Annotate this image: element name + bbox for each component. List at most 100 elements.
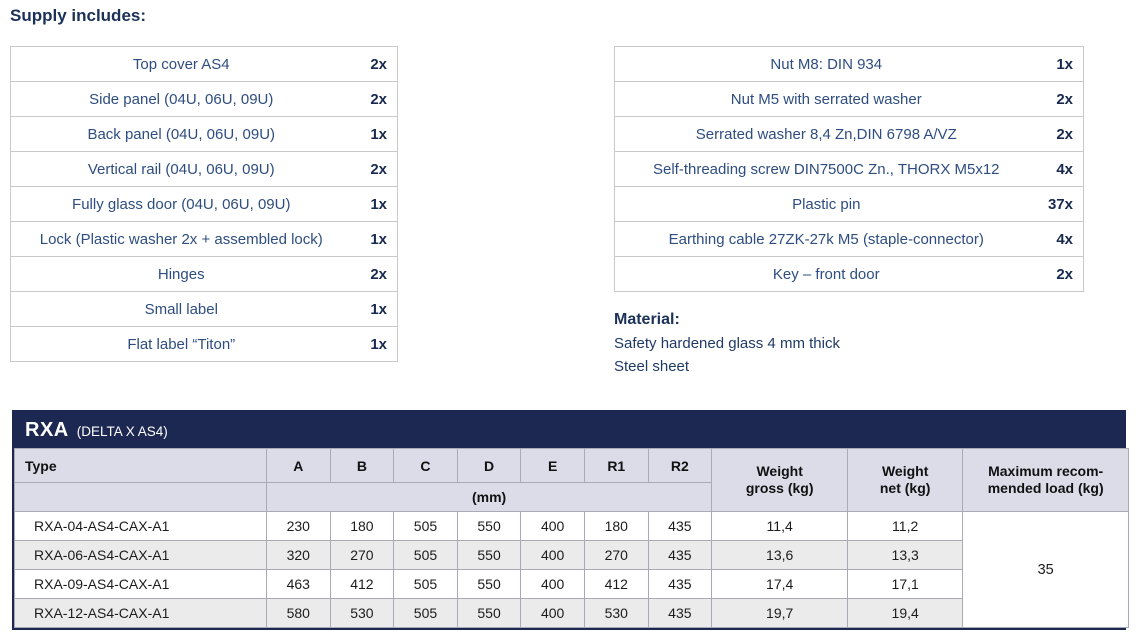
- supply-row: Small label 1x: [10, 291, 398, 327]
- supply-table-left: Top cover AS4 2x Side panel (04U, 06U, 09U…: [10, 46, 398, 362]
- spec-unit-label: (mm): [265, 482, 713, 512]
- spec-cell-value: 412: [583, 569, 649, 599]
- spec-row: RXA-09-AS4-CAX-A1 463 412 505 550 400 412 435 17…: [14, 569, 1129, 599]
- spec-cell-value: 19,7: [711, 598, 849, 628]
- supply-qty-value: 37x: [1037, 186, 1084, 222]
- supply-row: Flat label “Titon” 1x: [10, 326, 398, 362]
- spec-col-weight-net: Weight net (kg): [847, 448, 964, 512]
- supply-table-right: Nut M8: DIN 934 1x Nut M5 with serrated wa…: [614, 46, 1084, 292]
- spec-col-c: C: [393, 448, 458, 483]
- supply-item-label: Vertical rail (04U, 06U, 09U): [10, 151, 352, 187]
- spec-table-section: RXA (DELTA X AS4) Type A B C D E R1 R2 W…: [12, 410, 1130, 630]
- spec-cell-value: 435: [647, 598, 713, 628]
- spec-title: RXA: [25, 418, 69, 441]
- spec-max-load-value: 35: [962, 511, 1130, 628]
- supply-heading: Supply includes:: [10, 6, 147, 25]
- spec-cell-value: 400: [520, 540, 585, 570]
- supply-qty-value: 2x: [1037, 116, 1084, 152]
- supply-row: Lock (Plastic washer 2x + assembled lock…: [10, 221, 398, 257]
- spec-cell-value: 435: [647, 511, 713, 541]
- supply-qty-value: 1x: [351, 221, 398, 257]
- supply-qty-value: 2x: [351, 256, 398, 292]
- spec-cell-value: 13,3: [847, 540, 964, 570]
- spec-cell-value: 530: [583, 598, 649, 628]
- supply-item-label: Lock (Plastic washer 2x + assembled lock…: [10, 221, 352, 257]
- spec-col-b: B: [329, 448, 395, 483]
- material-line: Steel sheet: [614, 358, 690, 375]
- supply-item-label: Plastic pin: [614, 186, 1038, 222]
- spec-row: RXA-12-AS4-CAX-A1 580 530 505 550 400 530 435 19…: [14, 598, 1129, 628]
- spec-cell-value: 505: [393, 511, 458, 541]
- spec-cell-value: 435: [647, 569, 713, 599]
- supply-row: Nut M8: DIN 934 1x: [614, 46, 1084, 82]
- spec-cell-value: 505: [393, 598, 458, 628]
- supply-qty-value: 1x: [351, 186, 398, 222]
- supply-qty-value: 1x: [351, 116, 398, 152]
- spec-cell-value: 320: [266, 540, 331, 570]
- supply-item-label: Earthing cable 27ZK-27k M5 (staple-conne…: [614, 221, 1038, 257]
- supply-item-label: Side panel (04U, 06U, 09U): [10, 81, 352, 117]
- supply-item-label: Flat label “Titon”: [10, 326, 352, 362]
- supply-row: Vertical rail (04U, 06U, 09U) 2x: [10, 151, 398, 187]
- spec-col-weight-gross: Weight gross (kg): [711, 448, 849, 512]
- supply-item-label: Nut M5 with serrated washer: [614, 81, 1038, 117]
- supply-item-label: Nut M8: DIN 934: [614, 46, 1038, 82]
- supply-row: Self-threading screw DIN7500C Zn., THORX…: [614, 151, 1084, 187]
- spec-cell-value: 13,6: [711, 540, 849, 570]
- spec-cell-value: 435: [647, 540, 713, 570]
- supply-row: Top cover AS4 2x: [10, 46, 398, 82]
- supply-item-label: Key – front door: [614, 256, 1038, 292]
- spec-cell-value: 505: [393, 540, 458, 570]
- supply-row: Back panel (04U, 06U, 09U) 1x: [10, 116, 398, 152]
- spec-subtitle: (DELTA X AS4): [76, 423, 168, 439]
- spec-type-value: RXA-04-AS4-CAX-A1: [14, 511, 267, 541]
- supply-qty-value: 2x: [351, 81, 398, 117]
- spec-cell-value: 550: [456, 598, 522, 628]
- spec-type-value: RXA-09-AS4-CAX-A1: [14, 569, 267, 599]
- spec-cell-value: 230: [266, 511, 331, 541]
- spec-title-bar: RXA (DELTA X AS4): [14, 412, 1124, 448]
- spec-cell-value: 550: [456, 511, 522, 541]
- supply-item-label: Hinges: [10, 256, 352, 292]
- supply-qty-value: 1x: [351, 291, 398, 327]
- spec-cell-value: 505: [393, 569, 458, 599]
- spec-cell-value: 180: [329, 511, 395, 541]
- spec-cell-value: 11,4: [711, 511, 849, 541]
- spec-col-d: D: [456, 448, 522, 483]
- spec-col-max-load: Maximum recom- mended load (kg): [962, 448, 1130, 512]
- spec-type-value: RXA-06-AS4-CAX-A1: [14, 540, 267, 570]
- spec-cell-value: 400: [520, 598, 585, 628]
- supply-row: Hinges 2x: [10, 256, 398, 292]
- spec-cell-value: 180: [583, 511, 649, 541]
- spec-header-row: Type A B C D E R1 R2 Weight gross (kg) W…: [14, 448, 1130, 512]
- supply-qty-value: 2x: [1037, 81, 1084, 117]
- spec-cell-value: 270: [329, 540, 395, 570]
- supply-qty-value: 1x: [1037, 46, 1084, 82]
- material-line: Safety hardened glass 4 mm thick: [614, 335, 840, 352]
- material-heading: Material:: [614, 311, 680, 328]
- supply-qty-value: 4x: [1037, 151, 1084, 187]
- spec-cell-value: 550: [456, 569, 522, 599]
- spec-cell-value: 17,4: [711, 569, 849, 599]
- spec-cell-value: 17,1: [847, 569, 964, 599]
- spec-cell-value: 412: [329, 569, 395, 599]
- supply-row: Nut M5 with serrated washer 2x: [614, 81, 1084, 117]
- spec-table: Type A B C D E R1 R2 Weight gross (kg) W…: [14, 448, 1130, 628]
- supply-item-label: Serrated washer 8,4 Zn,DIN 6798 A/VZ: [614, 116, 1038, 152]
- spec-cell-value: 11,2: [847, 511, 964, 541]
- spec-row: RXA-06-AS4-CAX-A1 320 270 505 550 400 270 435 13…: [14, 540, 1129, 570]
- spec-row: RXA-04-AS4-CAX-A1 230 180 505 550 400 180 435 11…: [14, 511, 1130, 628]
- spec-cell-value: 550: [456, 540, 522, 570]
- supply-row: Key – front door 2x: [614, 256, 1084, 292]
- supply-item-label: Top cover AS4: [10, 46, 352, 82]
- supply-qty-value: 4x: [1037, 221, 1084, 257]
- spec-col-r2: R2: [647, 448, 713, 483]
- spec-cell-value: 463: [266, 569, 331, 599]
- supply-row: Fully glass door (04U, 06U, 09U) 1x: [10, 186, 398, 222]
- supply-qty-value: 2x: [1037, 256, 1084, 292]
- material-section: Material: Safety hardened glass 4 mm thi…: [614, 311, 840, 378]
- supply-item-label: Self-threading screw DIN7500C Zn., THORX…: [614, 151, 1038, 187]
- spec-type-value: RXA-12-AS4-CAX-A1: [14, 598, 267, 628]
- spec-col-r1: R1: [583, 448, 649, 483]
- spec-cell-value: 19,4: [847, 598, 964, 628]
